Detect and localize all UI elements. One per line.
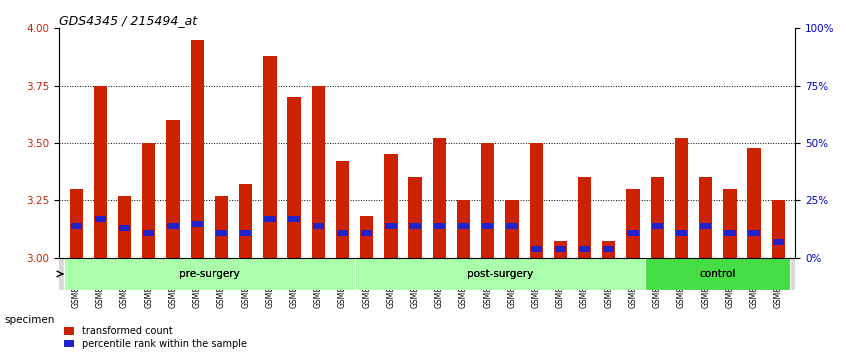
Bar: [142, 143, 156, 257]
Bar: [263, 56, 277, 257]
Bar: [168, 223, 179, 229]
Bar: [119, 225, 130, 231]
Bar: [337, 230, 349, 236]
Bar: [432, 138, 446, 257]
Bar: [354, 257, 645, 290]
Bar: [482, 223, 493, 229]
Bar: [457, 200, 470, 257]
Bar: [288, 216, 299, 222]
Bar: [215, 196, 228, 257]
Bar: [555, 246, 566, 252]
Bar: [94, 86, 107, 257]
Bar: [409, 223, 420, 229]
Bar: [311, 86, 325, 257]
Bar: [64, 257, 354, 290]
Bar: [458, 223, 470, 229]
Bar: [651, 177, 664, 257]
Bar: [95, 216, 106, 222]
Bar: [699, 177, 712, 257]
Bar: [772, 200, 785, 257]
Bar: [506, 223, 518, 229]
Bar: [645, 257, 790, 290]
Bar: [675, 138, 688, 257]
Bar: [384, 154, 398, 257]
Bar: [190, 40, 204, 257]
Text: post-surgery: post-surgery: [467, 269, 533, 279]
Bar: [772, 239, 784, 245]
Bar: [191, 221, 203, 227]
Legend: transformed count, percentile rank within the sample: transformed count, percentile rank withi…: [64, 326, 246, 349]
Bar: [354, 257, 645, 290]
Text: GDS4345 / 215494_at: GDS4345 / 215494_at: [59, 14, 197, 27]
Bar: [628, 230, 639, 236]
Text: pre-surgery: pre-surgery: [179, 269, 239, 279]
Bar: [530, 246, 541, 252]
Bar: [602, 241, 616, 257]
Bar: [676, 230, 687, 236]
Bar: [578, 177, 591, 257]
Bar: [505, 200, 519, 257]
Bar: [747, 148, 761, 257]
Text: control: control: [700, 269, 736, 279]
Bar: [724, 230, 735, 236]
Bar: [336, 161, 349, 257]
Bar: [409, 177, 422, 257]
Text: control: control: [700, 269, 736, 279]
Bar: [118, 196, 131, 257]
Bar: [240, 230, 251, 236]
Bar: [70, 223, 82, 229]
Bar: [167, 120, 179, 257]
Bar: [239, 184, 252, 257]
Bar: [288, 97, 300, 257]
Text: specimen: specimen: [4, 315, 55, 325]
Bar: [749, 230, 760, 236]
Bar: [651, 223, 663, 229]
Bar: [361, 230, 372, 236]
Bar: [216, 230, 227, 236]
Bar: [579, 246, 591, 252]
Text: pre-surgery: pre-surgery: [179, 269, 239, 279]
Bar: [700, 223, 711, 229]
Bar: [64, 257, 354, 290]
Text: post-surgery: post-surgery: [467, 269, 533, 279]
Bar: [313, 223, 324, 229]
Bar: [645, 257, 790, 290]
Bar: [603, 246, 614, 252]
Bar: [385, 223, 397, 229]
Bar: [69, 189, 83, 257]
Bar: [264, 216, 276, 222]
Bar: [530, 143, 543, 257]
Bar: [554, 241, 567, 257]
Bar: [143, 230, 155, 236]
Bar: [360, 216, 373, 257]
Bar: [723, 189, 737, 257]
Bar: [481, 143, 494, 257]
Bar: [434, 223, 445, 229]
Bar: [626, 189, 640, 257]
